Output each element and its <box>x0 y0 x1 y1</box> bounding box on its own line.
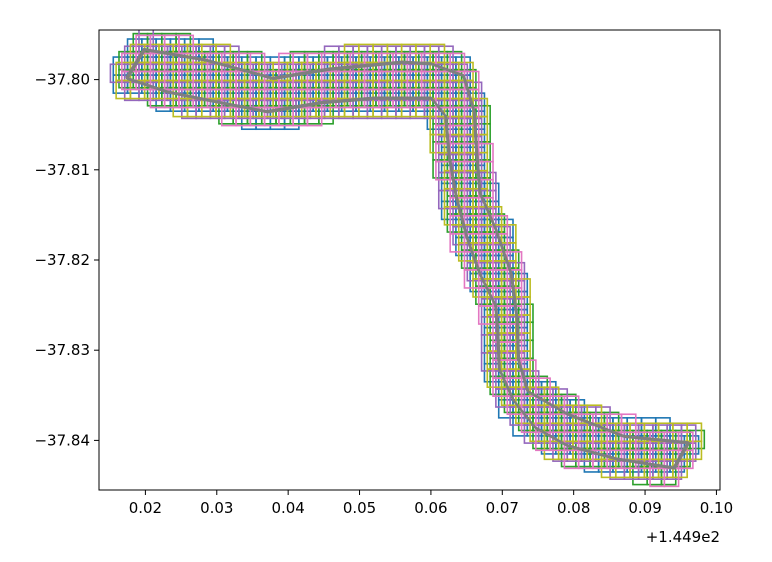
y-tick-label: −37.82 <box>34 251 90 269</box>
x-tick-label: 0.09 <box>628 499 661 517</box>
grid-cell <box>477 142 494 163</box>
y-tick-label: −37.83 <box>34 341 90 359</box>
grid-cell <box>495 225 511 246</box>
grid-cell <box>437 45 454 66</box>
x-tick-label: 0.02 <box>129 499 162 517</box>
grid-cell <box>480 171 497 192</box>
grid-cell <box>532 375 549 396</box>
route-outline-layer <box>125 47 691 470</box>
x-tick-label: 0.07 <box>486 499 519 517</box>
grid-cell <box>535 377 551 398</box>
grid-cell <box>198 38 215 58</box>
y-tick-label: −37.80 <box>34 71 90 89</box>
grid-cell <box>178 34 195 55</box>
grid-cell <box>540 380 557 401</box>
route-outline-line <box>126 48 691 470</box>
x-tick-label: 0.08 <box>557 499 590 517</box>
x-tick-label: 0.04 <box>271 499 304 517</box>
y-tick-label: −37.84 <box>34 431 90 449</box>
grid-cell <box>594 406 611 426</box>
grid-cell <box>620 413 637 434</box>
grid-cell <box>517 303 534 324</box>
y-tick-label: −37.81 <box>34 161 90 179</box>
grid-cell <box>654 417 671 437</box>
grid-cell <box>689 429 706 450</box>
grid-cell <box>249 52 266 73</box>
x-tick-label: 0.06 <box>414 499 447 517</box>
x-axis-offset-text: +1.449e2 <box>646 528 720 546</box>
grid-cell <box>449 52 466 73</box>
grid-cell <box>446 50 463 71</box>
grid-cell <box>497 218 514 239</box>
grid-cell <box>683 435 700 455</box>
x-tick-label: 0.10 <box>700 499 733 517</box>
grid-cell <box>223 45 240 66</box>
x-tick-label: 0.03 <box>200 499 233 517</box>
grid-cell <box>246 50 263 71</box>
grid-cell <box>460 68 477 89</box>
grid-cell <box>483 182 500 203</box>
grid-cell <box>503 249 520 269</box>
grid-cell <box>552 388 569 408</box>
grid-cell <box>138 30 155 48</box>
x-axis-ticks: 0.02 0.03 0.04 0.05 0.06 0.07 0.08 0.09 0.10 <box>129 490 733 517</box>
grid-cell <box>560 393 577 414</box>
grid-cell <box>175 32 192 53</box>
y-axis-ticks: −37.80 −37.81 −37.82 −37.83 −37.84 <box>34 71 99 449</box>
x-tick-label: 0.05 <box>343 499 376 517</box>
